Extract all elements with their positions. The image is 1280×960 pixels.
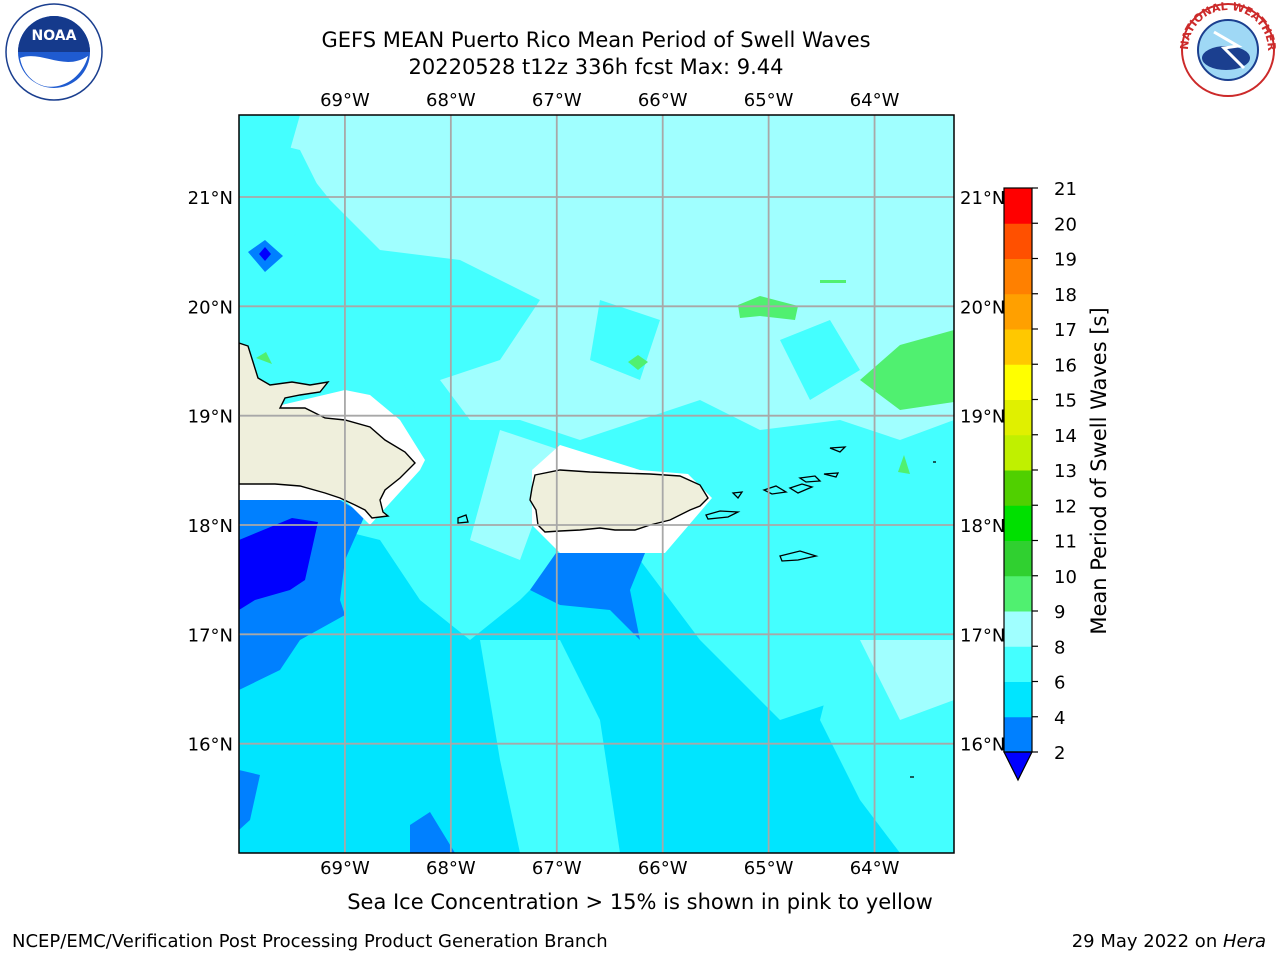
colorbar-tick-label: 12: [1054, 496, 1077, 517]
colorbar-bin: [1004, 223, 1032, 259]
lat-label-left: 18°N: [188, 516, 233, 537]
colorbar-bin: [1004, 575, 1032, 612]
island-vieques: [705, 510, 741, 520]
lat-label-right: 18°N: [960, 516, 1005, 537]
lat-label-left: 17°N: [188, 625, 233, 646]
lon-label-top: 67°W: [532, 90, 582, 111]
lon-label-bottom: 66°W: [638, 858, 688, 879]
colorbar-tick-label: 6: [1054, 673, 1065, 694]
map-field: [239, 115, 954, 853]
noaa-logo: NOAA: [5, 3, 103, 101]
footer-branch: NCEP/EMC/Verification Post Processing Pr…: [12, 931, 608, 952]
hispaniola-landmass: [239, 342, 416, 519]
colorbar-label: Mean Period of Swell Waves [s]: [1087, 307, 1111, 634]
colorbar-tick-label: 15: [1054, 391, 1077, 412]
footer-date-text: 29 May 2022 on: [1071, 931, 1223, 952]
colorbar-bin: [1004, 540, 1032, 577]
colorbar-tick-label: 19: [1054, 250, 1077, 271]
colorbar-tick-label: 13: [1054, 461, 1077, 482]
lon-label-bottom: 67°W: [532, 858, 582, 879]
lat-label-right: 21°N: [960, 188, 1005, 209]
lat-label-right: 16°N: [960, 735, 1005, 756]
colorbar-bin: [1004, 646, 1032, 682]
graticule-labels: 69°W 69°W 68°W 68°W 67°W 67°W 66°W 66°W 65°W 65°W…: [188, 90, 1006, 879]
island-st-croix: [779, 550, 819, 562]
island-sombrero: [829, 446, 847, 453]
lat-label-left: 21°N: [188, 188, 233, 209]
graticule: [239, 115, 954, 853]
colorbar-tick-label: 9: [1054, 602, 1065, 623]
lon-label-bottom: 64°W: [850, 858, 900, 879]
colorbar-bin: [1004, 399, 1032, 436]
colorbar-bin: [1004, 470, 1032, 506]
colorbar-bin: [1004, 716, 1032, 753]
lon-label-bottom: 69°W: [320, 858, 370, 879]
lon-label-top: 66°W: [638, 90, 688, 111]
colorbar-tick-label: 8: [1054, 637, 1065, 658]
lat-label-right: 17°N: [960, 625, 1005, 646]
colorbar-bin: [1004, 364, 1032, 400]
colorbar-bin: [1004, 681, 1032, 718]
island-mona: [457, 514, 469, 524]
colorbar-tick-label: 10: [1054, 567, 1077, 588]
island-st-john: [788, 483, 814, 494]
lat-label-right: 19°N: [960, 407, 1005, 428]
nws-logo: NATIONAL WEATHER SERVICE: [1178, 2, 1278, 97]
island-tortola: [798, 475, 822, 483]
chart-title-line1: GEFS MEAN Puerto Rico Mean Period of Swe…: [321, 28, 871, 52]
colorbar-tick-label: 11: [1054, 532, 1077, 553]
colorbar-under-arrow: [1003, 751, 1033, 782]
colorbar-tick-label: 2: [1054, 743, 1065, 764]
colorbar-bin: [1004, 293, 1032, 330]
chart-title-line2: 20220528 t12z 336h fcst Max: 9.44: [408, 55, 784, 79]
colorbar-bin: [1004, 505, 1032, 541]
sea-ice-note: Sea Ice Concentration > 15% is shown in …: [347, 890, 933, 914]
map-frame: [238, 114, 955, 854]
lon-label-bottom: 65°W: [744, 858, 794, 879]
lon-label-top: 68°W: [426, 90, 476, 111]
colorbar-tick-label: 20: [1054, 214, 1077, 235]
colorbar-tick-label: 16: [1054, 355, 1077, 376]
noaa-logo-text: NOAA: [32, 28, 77, 44]
colorbar-bin: [1004, 611, 1032, 647]
colorbar-bin: [1004, 434, 1032, 471]
colorbar-tick-label: 4: [1054, 708, 1065, 729]
lat-label-left: 20°N: [188, 297, 233, 318]
lon-label-top: 69°W: [320, 90, 370, 111]
island-culebra: [731, 491, 744, 500]
footer-machine: Hera: [1222, 931, 1266, 952]
lon-label-top: 65°W: [744, 90, 794, 111]
lat-label-left: 16°N: [188, 735, 233, 756]
lon-label-bottom: 68°W: [426, 858, 476, 879]
colorbar-bin: [1004, 258, 1032, 295]
colorbar-tick-label: 17: [1054, 320, 1077, 341]
colorbar-bin: [1004, 188, 1032, 224]
footer-date: 29 May 2022 on Hera: [1072, 931, 1266, 952]
colorbar-tick-label: 18: [1054, 285, 1077, 306]
colorbar-tick-label: 14: [1054, 426, 1077, 447]
lat-label-right: 20°N: [960, 297, 1005, 318]
colorbar: 21 20 19 18 17 16 15 14 13 12 11 10 9 8 6 4 2: [1003, 179, 1077, 782]
colorbar-tick-label: 21: [1054, 179, 1077, 200]
colorbar-bin: [1004, 329, 1032, 365]
lon-label-top: 64°W: [850, 90, 900, 111]
lat-label-left: 19°N: [188, 407, 233, 428]
island-anegada: [823, 472, 840, 478]
